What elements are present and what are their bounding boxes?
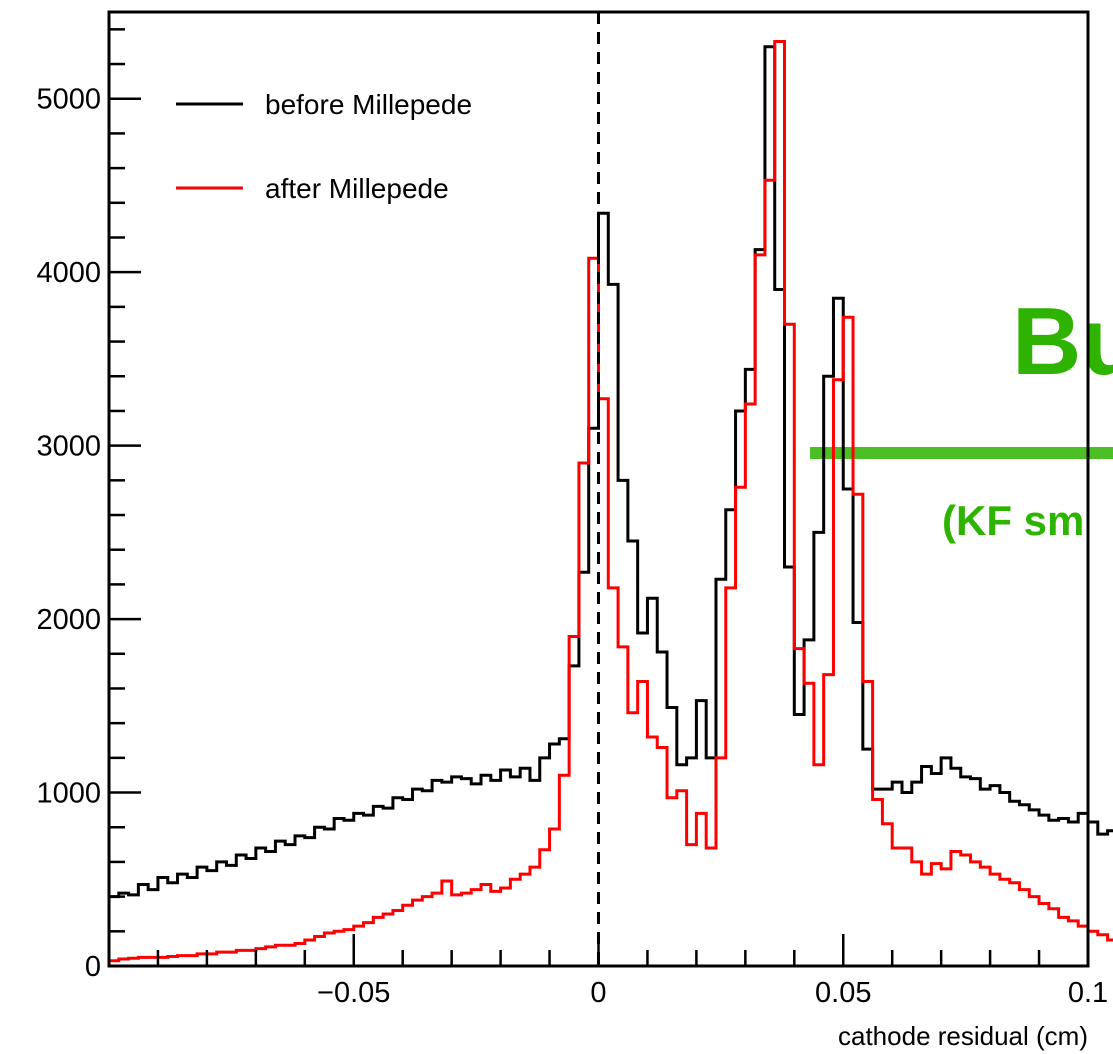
y-tick-label: 3000 <box>36 431 101 463</box>
series-line-before-millepede <box>109 45 1113 899</box>
y-tick-label: 2000 <box>36 604 101 636</box>
overlay-underline <box>810 447 1113 459</box>
x-tick-label: −0.05 <box>317 977 390 1009</box>
y-tick-label: 5000 <box>36 84 101 116</box>
plot-area <box>109 12 1113 966</box>
legend-label: before Millepede <box>265 89 472 120</box>
y-tick-label: 4000 <box>36 257 101 289</box>
overlay-subtitle-text: (KF sm <box>942 497 1084 544</box>
axes: 0 1000 2000 3000 4000 5000 −0.05 0 0.05 0.1 cathod… <box>36 10 1108 1051</box>
y-tick-label: 1000 <box>36 778 101 810</box>
legend-label: after Millepede <box>265 173 449 204</box>
x-axis-title: cathode residual (cm) <box>838 1021 1088 1051</box>
overlay-title-text: Bu <box>1012 288 1113 395</box>
legend: before Millepede after Millepede <box>176 89 472 204</box>
overlay-annotation: Bu (KF sm <box>810 288 1113 544</box>
x-tick-label: 0.1 <box>1068 977 1108 1009</box>
series-line-after-millepede <box>109 39 1113 963</box>
y-tick-label: 0 <box>85 951 101 983</box>
x-tick-label: 0.05 <box>815 977 871 1009</box>
x-tick-label: 0 <box>590 977 606 1009</box>
